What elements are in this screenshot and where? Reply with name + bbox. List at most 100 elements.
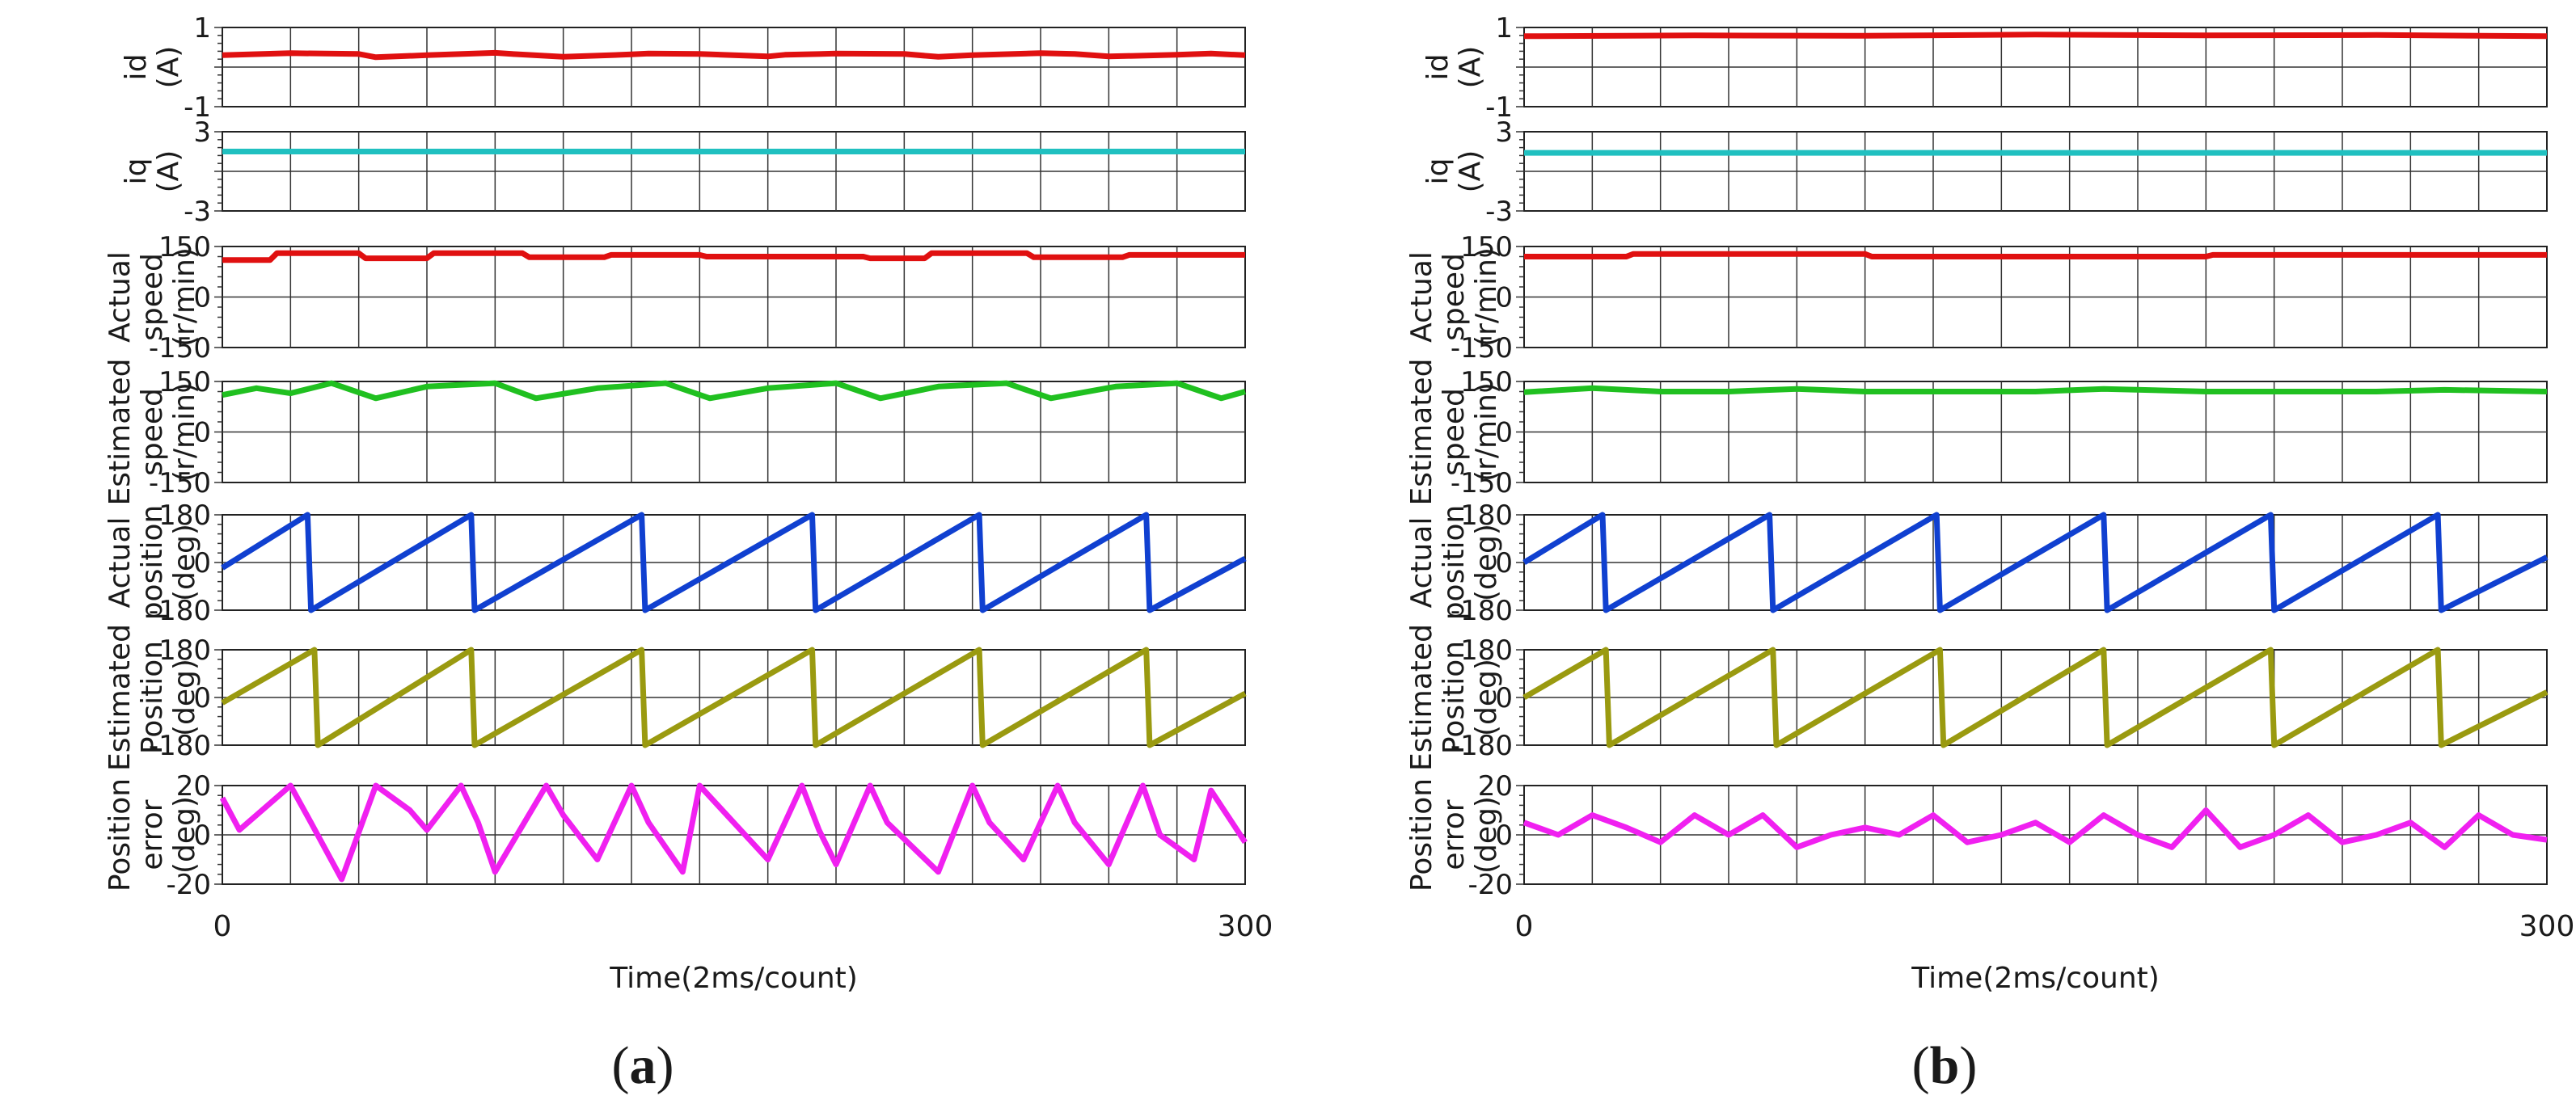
- y-axis-label: Estimated: [103, 624, 137, 771]
- series-line-id: [222, 49, 1246, 61]
- panel-iq: 3 -3 iq (A): [120, 116, 1246, 228]
- y-tick-label: 0: [1495, 547, 1513, 579]
- y-axis-label: (A): [1454, 150, 1487, 193]
- y-axis-label: (deg): [168, 796, 201, 874]
- panel-actual-speed: 150 0 -150 Actual speed (r/min): [103, 231, 1246, 364]
- x-tick-label: 0: [1515, 910, 1534, 943]
- series-line-actual-speed: [1524, 251, 2547, 259]
- panel-iq: 3 -3 iq (A): [1421, 116, 2548, 228]
- series-line-estimated-speed: [1523, 385, 2548, 395]
- panel-estimated-speed: 150 0 -150 Estimated speed (r/min): [103, 359, 1246, 506]
- y-tick-label: 150: [1460, 231, 1513, 263]
- y-axis-label: (A): [152, 46, 185, 89]
- y-axis-label: Actual: [1405, 517, 1438, 609]
- y-axis-label: position: [1438, 505, 1471, 621]
- subfigure-caption: (b): [1912, 1036, 1978, 1095]
- series-line-actual-speed: [222, 250, 1245, 263]
- y-tick-label: -150: [1451, 332, 1513, 364]
- x-tick-label: 0: [213, 910, 232, 943]
- y-tick-label: -180: [149, 730, 211, 762]
- y-axis-label: Position: [136, 641, 169, 754]
- y-tick-label: 180: [1460, 634, 1513, 667]
- panel-estimated-speed: 150 0 -150 Estimated speed (r/min): [1405, 359, 2548, 506]
- y-axis-label: position: [136, 505, 169, 621]
- y-tick-label: 0: [1495, 282, 1513, 314]
- y-tick-label: 0: [193, 682, 211, 714]
- y-axis-label: speed: [136, 253, 169, 341]
- panel-id: 1 -1 id (A): [120, 12, 1246, 124]
- y-tick-label: 0: [193, 282, 211, 314]
- series-line-actual-position: [1522, 512, 2549, 613]
- y-axis-label: error: [136, 799, 169, 870]
- panel-id: 1 -1 id (A): [1421, 12, 2548, 124]
- y-axis-label: Estimated: [1405, 359, 1438, 506]
- y-axis-label: (r/min): [168, 247, 201, 347]
- y-tick-label: -180: [1451, 730, 1513, 762]
- y-axis-label: Position: [103, 778, 137, 891]
- y-tick-label: -150: [149, 467, 211, 499]
- y-axis-label: (A): [1454, 46, 1487, 89]
- series-line-estimated-position: [1522, 647, 2549, 748]
- y-tick-label: -3: [184, 196, 211, 228]
- y-axis-label: (deg): [168, 524, 201, 601]
- series-line-estimated-position: [221, 647, 1247, 748]
- panel-actual-speed: 150 0 -150 Actual speed (r/min): [1405, 231, 2548, 364]
- y-axis-label: (r/min): [168, 382, 201, 482]
- series-line-id: [1523, 32, 2548, 40]
- y-tick-label: 180: [158, 499, 211, 532]
- y-axis-label: iq: [120, 158, 153, 185]
- y-tick-label: -1: [184, 91, 211, 124]
- y-tick-label: 20: [1478, 770, 1513, 803]
- y-tick-label: 1: [1495, 12, 1513, 44]
- y-axis-label: (deg): [168, 659, 201, 736]
- y-axis-label: Actual: [103, 517, 137, 609]
- panel-estimated-position: 180 0 -180 Estimated Position (deg): [1405, 624, 2549, 771]
- series-line-position-error: [219, 782, 1248, 883]
- y-tick-label: -20: [1467, 869, 1513, 901]
- panel-position-error: 20 0 -20 Position error (deg): [1405, 770, 2548, 901]
- series-line-position-error: [1522, 807, 2548, 850]
- y-axis-label: id: [1421, 54, 1455, 81]
- y-axis-label: Actual: [1405, 251, 1438, 343]
- y-axis-label: Position: [1405, 778, 1438, 891]
- y-axis-label: error: [1438, 799, 1471, 870]
- y-axis-label: iq: [1421, 158, 1455, 185]
- y-axis-label: speed: [1438, 253, 1471, 341]
- x-tick-label: 300: [1218, 910, 1273, 943]
- y-tick-label: -3: [1485, 196, 1513, 228]
- y-axis-label: (A): [152, 150, 185, 193]
- y-tick-label: 0: [1495, 820, 1513, 852]
- series-line-estimated-speed: [222, 380, 1246, 402]
- y-tick-label: 3: [193, 116, 211, 149]
- y-axis-label: speed: [136, 388, 169, 476]
- y-axis-label: (deg): [1470, 659, 1503, 736]
- y-axis-label: (r/min): [1470, 247, 1503, 347]
- y-tick-label: 0: [193, 820, 211, 852]
- y-tick-label: 0: [193, 547, 211, 579]
- y-tick-label: -150: [149, 332, 211, 364]
- y-tick-label: 180: [1460, 499, 1513, 532]
- y-axis-label: id: [120, 54, 153, 81]
- y-axis-label: speed: [1438, 388, 1471, 476]
- y-tick-label: 150: [158, 231, 211, 263]
- y-tick-label: 0: [1495, 417, 1513, 449]
- panel-estimated-position: 180 0 -180 Estimated Position (deg): [103, 624, 1247, 771]
- series-line-actual-position: [221, 512, 1247, 613]
- panel-actual-position: 180 0 -180 Actual position (deg): [103, 499, 1247, 627]
- y-tick-label: 3: [1495, 116, 1513, 149]
- subfigure-caption: (a): [612, 1036, 674, 1095]
- y-axis-label: Estimated: [103, 359, 137, 506]
- x-axis-label: Time(2ms/count): [1911, 962, 2160, 995]
- x-axis-label: Time(2ms/count): [609, 962, 858, 995]
- panel-position-error: 20 0 -20 Position error (deg): [103, 770, 1248, 901]
- y-axis-label: Position: [1438, 641, 1471, 754]
- y-tick-label: 20: [176, 770, 211, 803]
- y-tick-label: -1: [1485, 91, 1513, 124]
- y-tick-label: 150: [158, 366, 211, 398]
- y-axis-label: (r/min): [1470, 382, 1503, 482]
- y-axis-label: (deg): [1470, 796, 1503, 874]
- y-tick-label: -180: [149, 595, 211, 627]
